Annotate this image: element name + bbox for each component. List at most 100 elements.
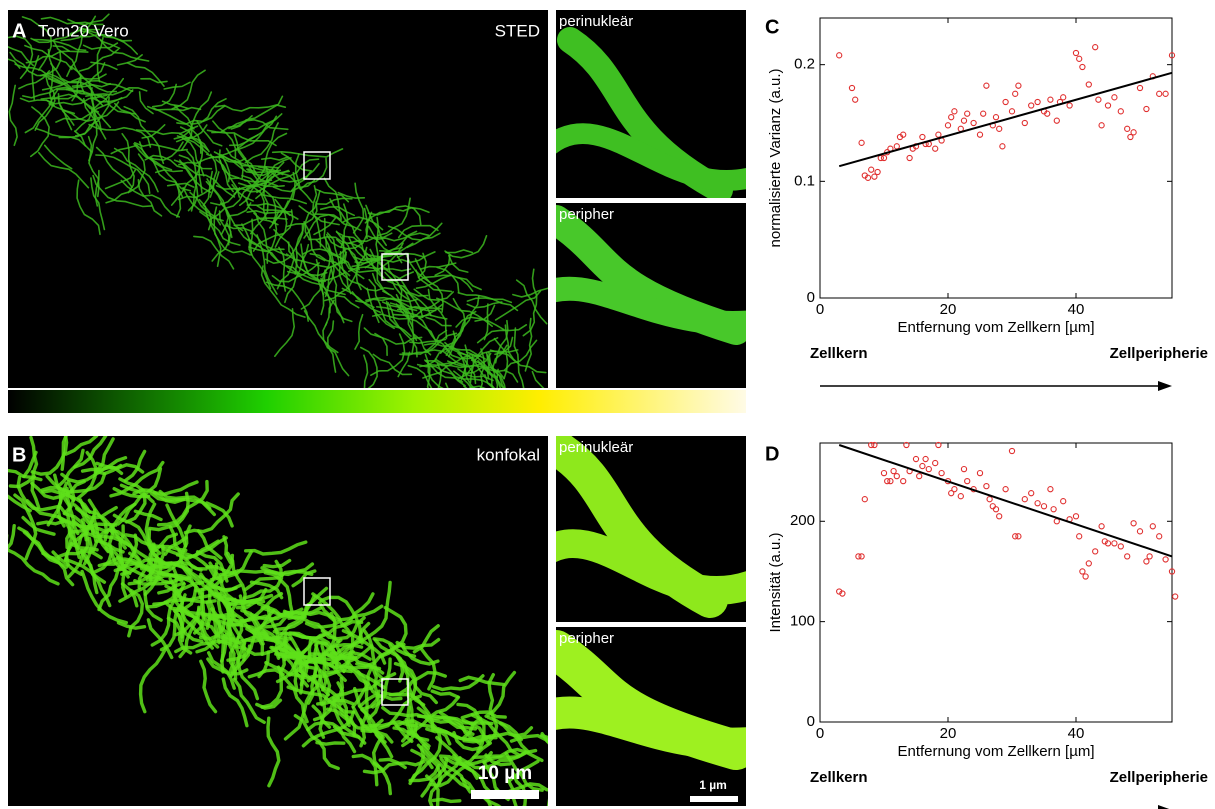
mitochondrion	[150, 157, 191, 192]
mitochondrion	[211, 115, 253, 134]
mitochondrion	[206, 153, 257, 174]
data-point	[957, 493, 964, 500]
mitochondrion	[324, 246, 368, 302]
y-tick-label: 0.2	[794, 56, 815, 73]
mitochondrion	[116, 621, 147, 630]
data-point	[1124, 125, 1131, 132]
mitochondrion	[176, 612, 186, 643]
mitochondrion	[457, 368, 484, 378]
mitochondrion	[40, 472, 107, 494]
data-point	[890, 467, 897, 475]
data-point	[893, 472, 900, 480]
mitochondrion	[336, 238, 347, 264]
data-point	[874, 168, 881, 176]
inset-structure	[556, 436, 746, 618]
data-point	[1079, 568, 1086, 575]
mitochondrion	[195, 589, 219, 654]
data-point	[900, 131, 907, 138]
mitochondrion	[235, 115, 278, 151]
data-point	[1028, 490, 1035, 497]
data-point	[1149, 523, 1156, 530]
data-point	[935, 441, 942, 449]
mitochondrion	[8, 84, 18, 147]
data-point	[1095, 96, 1102, 103]
mitochondrion	[138, 141, 184, 198]
mitochondrion	[263, 571, 294, 615]
data-point	[1117, 108, 1124, 115]
mitochondrion	[325, 707, 384, 731]
mitochondrion	[365, 251, 436, 264]
data-point	[900, 477, 907, 485]
annotation: Zellkern	[810, 345, 868, 362]
mitochondrion	[395, 655, 438, 705]
mitochondrion	[339, 251, 351, 277]
mitochondrion	[416, 363, 466, 387]
mitochondrion	[434, 254, 451, 276]
mitochondrion	[25, 499, 80, 536]
mitochondrion	[120, 557, 173, 576]
data-point	[1028, 102, 1035, 109]
mitochondrion	[118, 477, 146, 493]
mitochondrion	[109, 460, 165, 498]
mitochondrion	[445, 297, 466, 353]
x-tick-label: 40	[1068, 301, 1085, 318]
mitochondrion	[163, 81, 191, 90]
mitochondrion	[428, 756, 462, 806]
mitochondrion	[539, 733, 548, 740]
mitochondrion	[151, 83, 177, 108]
data-point	[986, 496, 993, 503]
data-point	[871, 441, 878, 449]
method-label: STED	[495, 21, 540, 40]
arrow-head	[1158, 805, 1170, 809]
mitochondrion	[114, 102, 146, 123]
data-point	[999, 143, 1006, 150]
mitochondrion	[147, 528, 162, 555]
mitochondrion	[389, 302, 418, 312]
mitochondrion	[219, 202, 244, 232]
mitochondrion	[448, 330, 457, 358]
data-point	[855, 553, 862, 560]
mitochondrion	[288, 633, 310, 678]
mitochondrion	[374, 732, 394, 759]
mitochondrion	[238, 169, 290, 187]
mitochondrion	[382, 301, 439, 344]
mitochondrion	[214, 617, 225, 674]
mitochondrion	[334, 294, 360, 309]
mitochondrion	[260, 156, 289, 161]
mitochondrion	[116, 467, 163, 526]
mitochondrion	[205, 501, 234, 528]
mitochondrion	[246, 209, 293, 215]
mitochondrion	[426, 359, 431, 388]
mitochondrion	[209, 553, 235, 582]
data-point	[871, 173, 878, 180]
mitochondrion	[24, 44, 73, 71]
mitochondrion	[145, 574, 184, 583]
mitochondrion	[315, 188, 350, 203]
mitochondrion	[158, 489, 216, 517]
mitochondrion	[80, 463, 145, 474]
inset-structure	[556, 630, 746, 770]
data-point	[970, 119, 977, 127]
mitochondrion	[248, 119, 275, 130]
mitochondrion	[262, 558, 292, 569]
mitochondrion	[52, 45, 89, 53]
mitochondrion	[120, 179, 180, 218]
mitochondrion	[233, 217, 288, 227]
mitochondrion	[494, 290, 542, 321]
mitochondrion	[377, 197, 411, 237]
data-point	[1117, 543, 1124, 550]
mitochondrion	[395, 637, 441, 650]
mitochondrion	[244, 540, 308, 556]
mitochondrion	[511, 771, 528, 806]
mitochondrion	[230, 95, 284, 130]
mitochondrion	[284, 243, 310, 304]
mitochondrion	[394, 719, 452, 746]
data-point	[1079, 63, 1086, 71]
mitochondrion	[80, 548, 99, 595]
mitochondrion	[356, 670, 369, 725]
mitochondrion	[291, 569, 317, 588]
mitochondrion	[244, 122, 279, 164]
mitochondrion	[410, 745, 426, 782]
mitochondrion	[194, 550, 253, 593]
mitochondrion	[239, 157, 292, 206]
